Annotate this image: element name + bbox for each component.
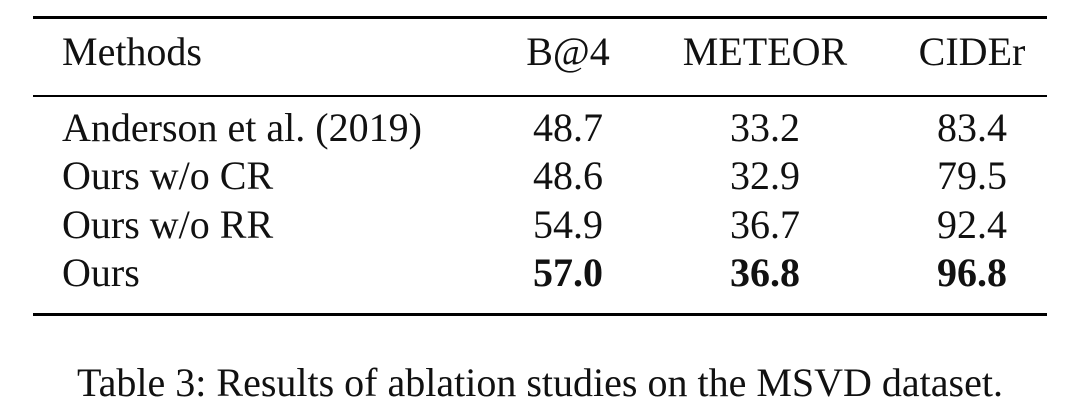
method-cell: Ours w/o CR [62,153,274,198]
column-header: B@4 [526,29,610,74]
value-cell: 36.8 [730,250,800,295]
value-cell: 33.2 [730,105,800,150]
value-cell: 96.8 [937,250,1007,295]
value-cell: 32.9 [730,153,800,198]
value-cell: 54.9 [533,202,603,247]
value-cell: 92.4 [937,202,1007,247]
method-cell: Ours w/o RR [62,202,274,247]
value-cell: 48.6 [533,153,603,198]
column-header: CIDEr [918,29,1026,74]
column-header: METEOR [682,29,848,74]
method-cell: Ours [62,250,140,295]
column-header: Methods [62,29,202,74]
value-cell: 79.5 [937,153,1007,198]
top-rule [33,16,1047,19]
method-cell: Anderson et al. (2019) [62,105,422,150]
bottom-rule [33,313,1047,316]
value-cell: 83.4 [937,105,1007,150]
value-cell: 57.0 [533,250,603,295]
mid-rule [33,95,1047,97]
value-cell: 36.7 [730,202,800,247]
caption: Table 3: Results of ablation studies on … [77,360,1003,405]
value-cell: 48.7 [533,105,603,150]
